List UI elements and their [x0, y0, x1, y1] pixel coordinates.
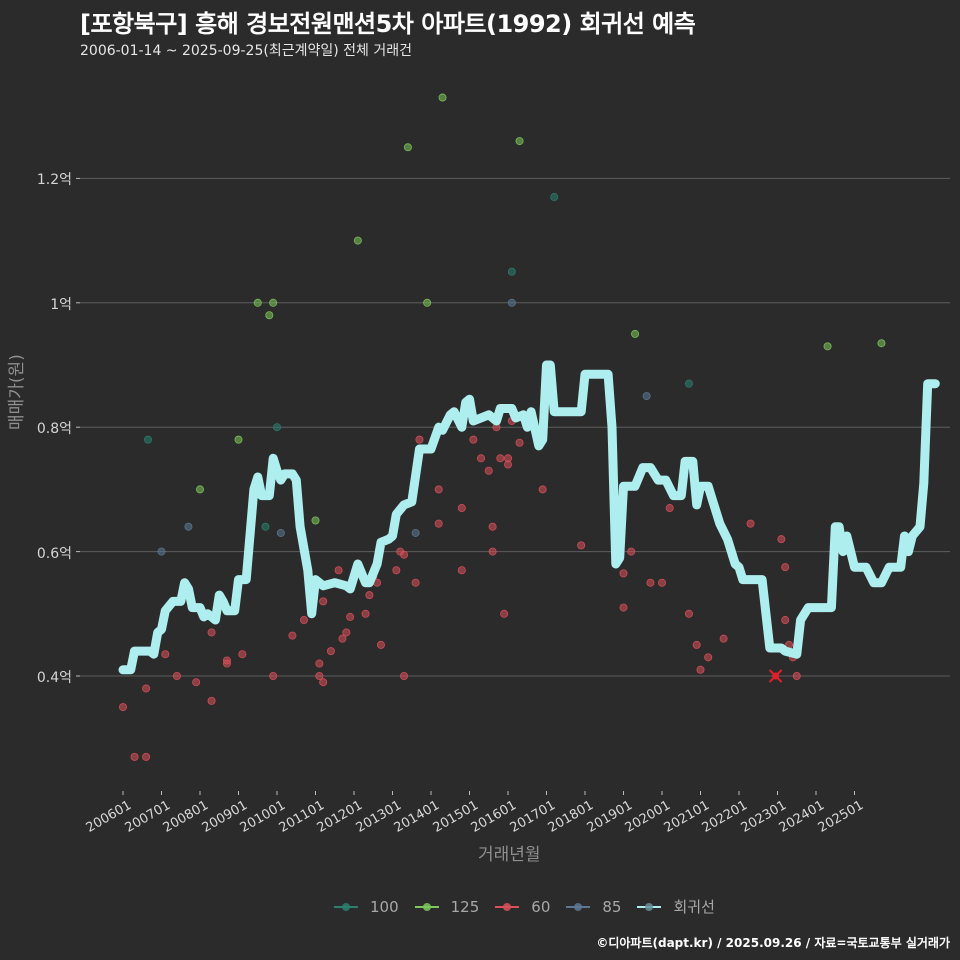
legend-label: 회귀선: [673, 898, 715, 916]
legend-item-125[interactable]: 125: [414, 897, 480, 916]
x-axis-ticks: [122, 791, 855, 795]
legend-key-icon: [495, 900, 520, 914]
chart-subtitle: 2006-01-14 ~ 2025-09-25(최근계약일) 전체 거래건: [80, 43, 412, 59]
legend-item-regression[interactable]: 회귀선: [637, 896, 715, 917]
latest-trade-marker: [768, 669, 783, 683]
y-tick-label: 0.4억: [36, 670, 72, 686]
source-footer: ©디아파트(dapt.kr) / 2025.09.26 / 자료=국토교통부 실…: [596, 936, 950, 950]
legend-key-icon: [637, 900, 662, 914]
legend-label: 125: [450, 897, 480, 916]
legend-item-60[interactable]: 60: [495, 898, 550, 916]
legend-key-icon: [334, 900, 358, 914]
legend-label: 85: [602, 897, 622, 916]
y-tick-label: 1억: [50, 296, 72, 313]
legend: 100 125 60 85 회귀선: [334, 896, 731, 917]
y-axis-title: 매매가(원): [7, 354, 27, 430]
legend-label: 60: [531, 897, 551, 916]
scatter-points: [119, 93, 886, 761]
legend-key-icon: [566, 900, 591, 914]
gridlines: [76, 177, 950, 677]
legend-item-85[interactable]: 85: [566, 898, 621, 916]
y-tick-label: 0.6억: [36, 545, 72, 562]
y-tick-label: 1.2억: [36, 172, 72, 189]
legend-label: 100: [370, 897, 399, 916]
legend-item-100[interactable]: 100: [334, 898, 399, 916]
regression-line: [118, 360, 940, 675]
chart-title: [포항북구] 흥해 경보전원맨션5차 아파트(1992) 회귀선 예측: [80, 10, 696, 38]
legend-key-icon: [414, 900, 439, 914]
y-tick-label: 0.8억: [36, 421, 72, 438]
x-axis-title: 거래년월: [478, 845, 541, 865]
